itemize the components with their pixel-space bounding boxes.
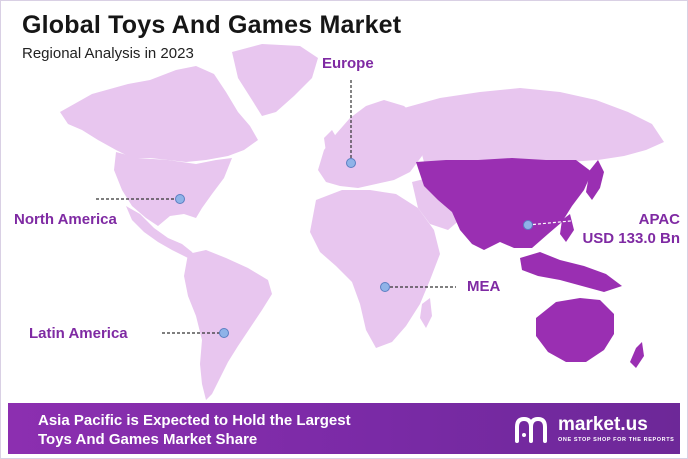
australia-shape <box>536 298 614 362</box>
africa-shape <box>310 190 440 348</box>
russia-shape <box>404 88 664 164</box>
central-america-shape <box>126 206 198 260</box>
madagascar-shape <box>420 298 432 328</box>
footer-banner: Asia Pacific is Expected to Hold the Lar… <box>8 403 680 454</box>
mea-marker <box>380 282 390 292</box>
north-america-label: North America <box>14 211 117 228</box>
brand-name: market.us <box>558 414 648 435</box>
footer-line-2: Toys And Games Market Share <box>38 431 258 448</box>
apac-leader-line <box>527 217 603 226</box>
page-subtitle: Regional Analysis in 2023 <box>22 45 194 62</box>
canada-shape <box>60 66 258 162</box>
latin-america-label: Latin America <box>29 325 128 342</box>
north-america-marker <box>175 194 185 204</box>
brand-tagline: ONE STOP SHOP FOR THE REPORTS <box>558 437 675 443</box>
apac-name: APAC <box>638 211 680 228</box>
south-america-shape <box>184 250 272 400</box>
brand-logo[interactable]: market.us ONE STOP SHOP FOR THE REPORTS <box>513 412 675 448</box>
japan-shape <box>586 160 604 200</box>
apac-label: APAC USD 133.0 Bn <box>578 210 680 248</box>
page-title: Global Toys And Games Market <box>22 11 402 39</box>
footer-line-1: Asia Pacific is Expected to Hold the Lar… <box>38 412 351 429</box>
footer-headline: Asia Pacific is Expected to Hold the Lar… <box>38 411 351 449</box>
market-us-logo-icon <box>515 416 547 443</box>
europe-marker <box>346 158 356 168</box>
new-zealand-shape <box>630 342 644 368</box>
usa-shape <box>114 152 232 226</box>
apac-value: USD 133.0 Bn <box>582 230 680 247</box>
europe-shape <box>318 100 426 188</box>
southeast-asia-islands-shape <box>520 252 622 292</box>
uk-shape <box>324 130 338 152</box>
greenland-shape <box>232 44 318 116</box>
apac-marker <box>523 220 533 230</box>
apac-mainland-shape <box>416 158 592 250</box>
europe-label: Europe <box>322 55 374 72</box>
latin-america-marker <box>219 328 229 338</box>
mea-label: MEA <box>467 278 501 295</box>
